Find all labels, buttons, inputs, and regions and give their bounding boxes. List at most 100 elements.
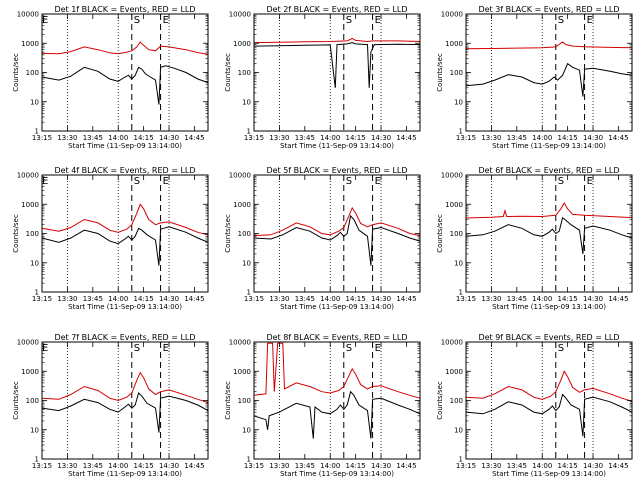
interval-marker-label: S <box>134 176 140 187</box>
interval-marker-label: S <box>346 343 352 354</box>
chart-panel-7: 1 10 100 1000 10000 13:15 13:30 13:45 14:00 14:15… <box>12 333 209 478</box>
chart-panel-5: 1 10 100 1000 10000 13:15 13:30 13:45 14:00 14:15… <box>224 166 421 311</box>
y-tick-label: 10 <box>30 426 39 434</box>
y-tick-label: 10 <box>242 259 251 267</box>
interval-marker-label: E <box>163 176 169 187</box>
x-tick-label: 13:15 <box>244 295 264 303</box>
x-tick-label: 14:00 <box>108 134 128 142</box>
x-axis-label: Start Time (11-Sep-09 13:14:00) <box>68 303 182 311</box>
y-tick-label: 10000 <box>441 172 463 180</box>
y-tick-label: 100 <box>238 230 251 238</box>
y-tick-label: 10 <box>30 259 39 267</box>
x-tick-label: 14:00 <box>532 462 552 470</box>
y-tick-label: 10 <box>242 426 251 434</box>
x-tick-label: 14:15 <box>134 462 154 470</box>
plot-frame <box>465 13 633 132</box>
interval-marker-label: S <box>134 343 140 354</box>
plot-frame <box>41 341 209 460</box>
x-tick-label: 13:30 <box>57 295 77 303</box>
series-line-lld <box>41 41 209 55</box>
y-tick-label: 10 <box>454 98 463 106</box>
y-tick-label: 10000 <box>441 339 463 347</box>
y-tick-label: 10000 <box>17 339 39 347</box>
x-tick-label: 14:00 <box>532 134 552 142</box>
interval-marker-label: S <box>558 15 564 26</box>
interval-marker-label: S <box>346 15 352 26</box>
x-tick-label: 13:30 <box>269 462 289 470</box>
y-tick-label: 10000 <box>441 11 463 19</box>
x-tick-label: 13:15 <box>32 295 52 303</box>
y-tick-label: 1000 <box>21 368 39 376</box>
y-tick-label: 1 <box>459 456 463 464</box>
chart-title: Det 2f BLACK = Events, RED = LLD <box>266 5 407 14</box>
x-axis-label: Start Time (11-Sep-09 13:14:00) <box>68 470 182 478</box>
x-tick-label: 14:30 <box>371 462 391 470</box>
series-line-events <box>465 216 633 254</box>
x-tick-label: 14:45 <box>608 295 628 303</box>
x-tick-label: 13:45 <box>507 462 527 470</box>
x-tick-label: 13:15 <box>244 462 264 470</box>
x-tick-label: 13:30 <box>57 134 77 142</box>
y-tick-label: 1 <box>35 128 39 136</box>
x-axis-label: Start Time (11-Sep-09 13:14:00) <box>280 142 394 150</box>
interval-marker-label: S <box>346 176 352 187</box>
interval-marker-label: E <box>163 343 169 354</box>
series-line-events <box>41 226 209 266</box>
x-tick-label: 14:00 <box>108 462 128 470</box>
x-axis-label: Start Time (11-Sep-09 13:14:00) <box>492 303 606 311</box>
x-tick-label: 13:15 <box>244 134 264 142</box>
interval-marker-label: E <box>587 343 593 354</box>
interval-marker-label: E <box>375 176 381 187</box>
x-tick-label: 14:30 <box>583 295 603 303</box>
x-tick-label: 14:30 <box>583 462 603 470</box>
y-tick-label: 100 <box>450 230 463 238</box>
x-tick-label: 14:45 <box>184 134 204 142</box>
x-tick-label: 14:30 <box>159 134 179 142</box>
x-axis-label: Start Time (11-Sep-09 13:14:00) <box>280 303 394 311</box>
chart-panel-3: 1 10 100 1000 10000 13:15 13:30 13:45 14:00 14:15… <box>436 5 633 150</box>
chart-title: Det 6f BLACK = Events, RED = LLD <box>478 166 619 175</box>
x-tick-label: 14:30 <box>159 462 179 470</box>
x-tick-label: 14:15 <box>346 462 366 470</box>
interval-marker-label: E <box>42 15 48 26</box>
y-axis-label: Counts/sec <box>224 53 232 92</box>
chart-title: Det 4f BLACK = Events, RED = LLD <box>54 166 195 175</box>
series-line-lld <box>253 206 421 237</box>
y-tick-label: 100 <box>26 230 39 238</box>
x-tick-label: 14:15 <box>346 134 366 142</box>
x-tick-label: 13:30 <box>57 462 77 470</box>
x-tick-label: 13:30 <box>481 462 501 470</box>
interval-marker-label: E <box>375 343 381 354</box>
y-tick-label: 100 <box>238 397 251 405</box>
x-tick-label: 14:45 <box>608 462 628 470</box>
series-line-lld <box>253 37 421 44</box>
series-line-events <box>465 62 633 97</box>
interval-marker-label: S <box>558 343 564 354</box>
series-line-events <box>253 42 421 88</box>
x-tick-label: 13:45 <box>83 134 103 142</box>
y-tick-label: 100 <box>26 69 39 77</box>
x-tick-label: 13:15 <box>32 134 52 142</box>
series-line-events <box>253 390 421 439</box>
y-tick-label: 1000 <box>233 201 251 209</box>
series-line-events <box>41 65 209 105</box>
y-axis-label: Counts/sec <box>12 53 20 92</box>
interval-marker-label: S <box>558 176 564 187</box>
series-line-lld <box>465 202 633 219</box>
interval-marker-label: E <box>42 343 48 354</box>
plot-frame <box>465 174 633 293</box>
series-line-events <box>253 214 421 266</box>
x-tick-label: 14:45 <box>184 295 204 303</box>
x-tick-label: 14:30 <box>371 295 391 303</box>
x-tick-label: 14:45 <box>396 462 416 470</box>
y-axis-label: Counts/sec <box>436 53 444 92</box>
x-tick-label: 14:00 <box>532 295 552 303</box>
series-line-lld <box>41 203 209 236</box>
x-tick-label: 14:15 <box>558 295 578 303</box>
chart-panel-8: 1 10 100 1000 10000 13:15 13:30 13:45 14:00 14:15… <box>224 333 421 478</box>
series-line-lld <box>465 370 633 402</box>
chart-title: Det 1f BLACK = Events, RED = LLD <box>54 5 195 14</box>
y-tick-label: 1 <box>247 456 251 464</box>
y-tick-label: 1 <box>459 289 463 297</box>
